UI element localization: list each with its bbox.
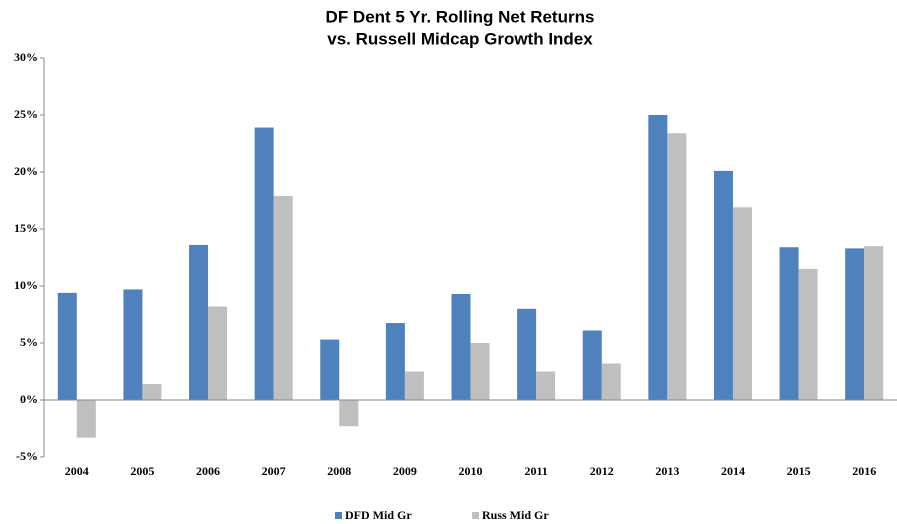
bar bbox=[798, 268, 818, 400]
x-tick-label: 2016 bbox=[852, 464, 876, 478]
y-tick-label: 30% bbox=[14, 50, 38, 64]
bar bbox=[667, 133, 687, 401]
bar bbox=[779, 247, 799, 400]
bar bbox=[123, 289, 143, 400]
x-tick-label: 2011 bbox=[524, 464, 547, 478]
bar bbox=[142, 384, 162, 400]
bar bbox=[648, 115, 668, 400]
y-tick-label: 10% bbox=[14, 278, 38, 292]
y-tick-label: -5% bbox=[16, 449, 38, 463]
y-tick-label: 15% bbox=[14, 221, 38, 235]
bar bbox=[339, 400, 359, 427]
bar bbox=[189, 244, 209, 400]
bar bbox=[273, 195, 293, 400]
x-tick-label: 2006 bbox=[196, 464, 220, 478]
legend-label: Russ Mid Gr bbox=[482, 508, 549, 522]
y-tick-label: 20% bbox=[14, 164, 38, 178]
bar bbox=[713, 170, 733, 400]
bar bbox=[385, 323, 405, 400]
bar bbox=[76, 400, 96, 438]
x-tick-label: 2010 bbox=[459, 464, 483, 478]
x-tick-label: 2008 bbox=[327, 464, 351, 478]
legend-swatch bbox=[472, 512, 479, 519]
legend-label: DFD Mid Gr bbox=[345, 508, 412, 522]
bar bbox=[582, 330, 602, 400]
bar bbox=[864, 246, 884, 400]
bar bbox=[732, 207, 752, 400]
bar bbox=[601, 363, 621, 400]
bar bbox=[517, 308, 537, 400]
bar bbox=[845, 248, 865, 400]
x-tick-label: 2014 bbox=[721, 464, 745, 478]
x-tick-label: 2009 bbox=[393, 464, 417, 478]
chart-title: vs. Russell Midcap Growth Index bbox=[327, 29, 593, 48]
x-tick-label: 2005 bbox=[130, 464, 154, 478]
x-tick-label: 2012 bbox=[590, 464, 614, 478]
x-tick-label: 2015 bbox=[787, 464, 811, 478]
bar bbox=[470, 343, 490, 400]
bar bbox=[536, 371, 556, 400]
x-tick-label: 2007 bbox=[262, 464, 286, 478]
y-tick-label: 5% bbox=[20, 335, 38, 349]
bar bbox=[57, 292, 77, 400]
bar bbox=[404, 371, 424, 400]
y-tick-label: 25% bbox=[14, 107, 38, 121]
x-tick-label: 2013 bbox=[655, 464, 679, 478]
bar bbox=[254, 127, 274, 400]
bar bbox=[451, 293, 471, 400]
bar bbox=[320, 339, 340, 400]
chart-title: DF Dent 5 Yr. Rolling Net Returns bbox=[326, 7, 595, 26]
legend-swatch bbox=[335, 512, 342, 519]
bar bbox=[208, 306, 228, 400]
x-tick-label: 2004 bbox=[65, 464, 89, 478]
y-tick-label: 0% bbox=[20, 392, 38, 406]
